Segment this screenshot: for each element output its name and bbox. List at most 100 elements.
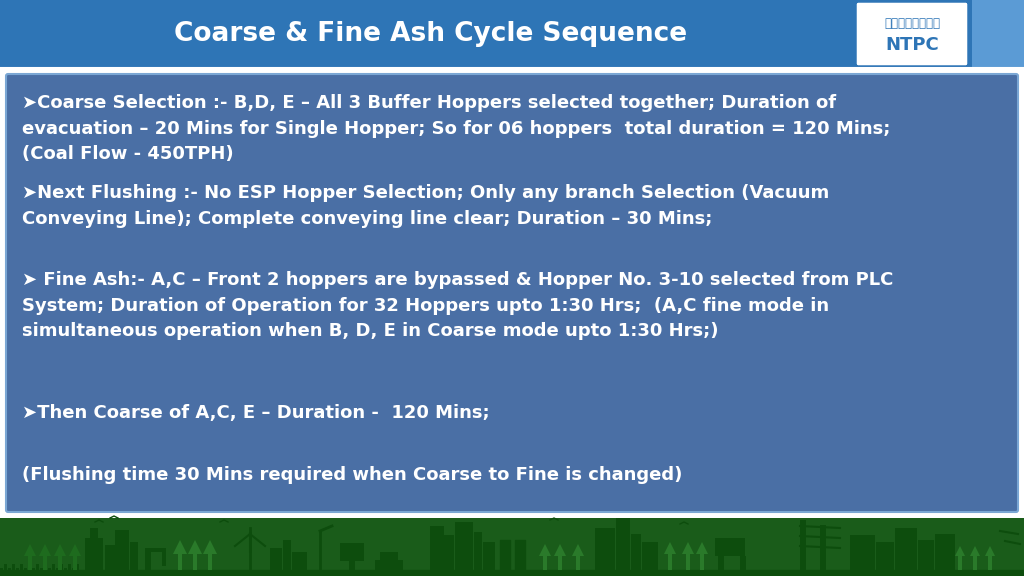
Circle shape: [377, 565, 387, 575]
Bar: [575, 556, 580, 570]
Bar: [58, 556, 62, 570]
FancyBboxPatch shape: [855, 1, 969, 67]
Bar: [455, 522, 473, 570]
Polygon shape: [539, 544, 551, 556]
Bar: [0, 518, 1024, 576]
Bar: [595, 528, 615, 570]
Polygon shape: [39, 544, 51, 556]
Bar: [40, 568, 43, 576]
Text: एनटीपीसी: एनटीपीसी: [884, 17, 940, 30]
Bar: [375, 560, 403, 570]
Bar: [20, 564, 23, 576]
Bar: [85, 538, 103, 570]
Bar: [668, 554, 672, 570]
Bar: [631, 534, 641, 570]
Bar: [718, 556, 724, 570]
FancyBboxPatch shape: [6, 74, 1018, 512]
Bar: [686, 554, 690, 570]
Text: ➤ Fine Ash:- A,C – Front 2 hoppers are bypassed & Hopper No. 3-10 selected from : ➤ Fine Ash:- A,C – Front 2 hoppers are b…: [22, 271, 893, 340]
Bar: [32, 568, 35, 576]
Bar: [52, 564, 55, 576]
Polygon shape: [664, 542, 676, 554]
Bar: [958, 556, 962, 570]
Polygon shape: [188, 540, 202, 554]
Bar: [270, 548, 282, 570]
Bar: [988, 556, 992, 570]
Bar: [90, 528, 98, 538]
Bar: [12, 564, 15, 576]
Bar: [895, 528, 918, 570]
Bar: [876, 542, 894, 570]
Bar: [63, 568, 67, 576]
Polygon shape: [985, 546, 995, 556]
Polygon shape: [24, 544, 36, 556]
Polygon shape: [696, 542, 708, 554]
Bar: [72, 568, 75, 576]
Polygon shape: [970, 546, 980, 556]
Circle shape: [393, 565, 403, 575]
Bar: [543, 556, 547, 570]
Bar: [800, 520, 806, 570]
Bar: [283, 540, 291, 570]
Bar: [642, 542, 658, 570]
Bar: [292, 552, 307, 570]
Polygon shape: [682, 542, 694, 554]
Bar: [24, 568, 27, 576]
Bar: [48, 568, 51, 576]
Bar: [43, 556, 47, 570]
Polygon shape: [203, 540, 217, 554]
Bar: [850, 535, 874, 570]
Bar: [8, 568, 11, 576]
Bar: [76, 564, 79, 576]
Text: (Flushing time 30 Mins required when Coarse to Fine is changed): (Flushing time 30 Mins required when Coa…: [22, 466, 682, 484]
Bar: [700, 554, 705, 570]
Bar: [430, 526, 444, 570]
Bar: [68, 564, 71, 576]
Bar: [178, 554, 182, 570]
Bar: [105, 545, 115, 570]
Bar: [130, 542, 138, 570]
Bar: [483, 542, 495, 570]
Bar: [145, 550, 151, 570]
Polygon shape: [572, 544, 584, 556]
Bar: [44, 564, 47, 576]
Bar: [16, 568, 19, 576]
Bar: [28, 564, 31, 576]
Bar: [973, 556, 977, 570]
Bar: [0, 0, 1024, 68]
Bar: [349, 561, 355, 570]
Bar: [193, 554, 197, 570]
Text: ➤Coarse Selection :- B,D, E – All 3 Buffer Hoppers selected together; Duration o: ➤Coarse Selection :- B,D, E – All 3 Buff…: [22, 94, 891, 164]
Polygon shape: [173, 540, 187, 554]
Polygon shape: [54, 544, 66, 556]
Bar: [4, 564, 7, 576]
Text: Coarse & Fine Ash Cycle Sequence: Coarse & Fine Ash Cycle Sequence: [173, 21, 687, 47]
Bar: [115, 530, 129, 570]
Bar: [616, 518, 630, 570]
Bar: [444, 535, 454, 570]
Bar: [73, 556, 77, 570]
Bar: [740, 556, 746, 570]
Bar: [820, 525, 826, 570]
Polygon shape: [554, 544, 566, 556]
Bar: [0, 568, 3, 576]
Bar: [474, 532, 482, 570]
Text: ➤Then Coarse of A,C, E – Duration -  120 Mins;: ➤Then Coarse of A,C, E – Duration - 120 …: [22, 404, 489, 422]
Bar: [380, 552, 398, 560]
Bar: [56, 568, 59, 576]
Bar: [145, 548, 165, 552]
Bar: [60, 564, 63, 576]
Bar: [340, 543, 364, 561]
Polygon shape: [69, 544, 81, 556]
Bar: [208, 554, 212, 570]
Bar: [918, 540, 934, 570]
Text: ➤Next Flushing :- No ESP Hopper Selection; Only any branch Selection (Vacuum
Con: ➤Next Flushing :- No ESP Hopper Selectio…: [22, 184, 829, 228]
Bar: [715, 538, 745, 556]
Polygon shape: [955, 546, 965, 556]
Bar: [162, 548, 166, 566]
Bar: [935, 534, 955, 570]
Bar: [972, 0, 1024, 68]
Bar: [558, 556, 562, 570]
Bar: [28, 556, 32, 570]
Bar: [36, 564, 39, 576]
